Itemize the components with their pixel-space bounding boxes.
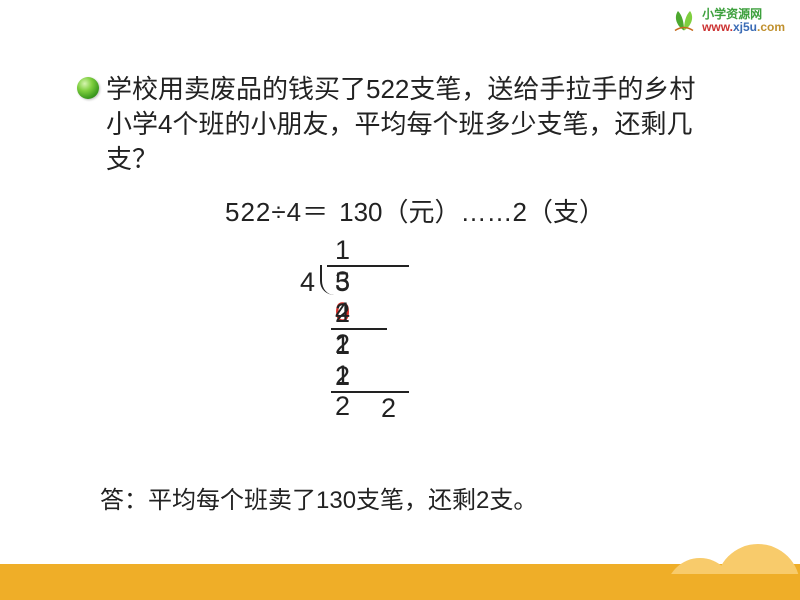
problem-text: 学校用卖废品的钱买了522支笔，送给手拉手的乡村小学4个班的小朋友，平均每个班多… [106, 72, 706, 177]
footer-bar [0, 564, 800, 600]
leaf-icon [669, 9, 699, 34]
equation-rhs: 130（元）……2（支） [339, 192, 605, 229]
remainder: 2 [381, 393, 396, 424]
bullet-icon [77, 77, 99, 99]
equation: 522÷4＝ 130（元）……2（支） [225, 192, 605, 229]
logo-text: 小学资源网 www.xj5u.com [702, 8, 785, 34]
line2 [331, 391, 409, 393]
equation-lhs: 522÷4＝ [225, 192, 329, 229]
logo-url: www.xj5u.com [702, 21, 785, 34]
answer-text: 答：平均每个班卖了130支笔，还剩2支。 [100, 480, 537, 515]
site-logo: 小学资源网 www.xj5u.com [669, 8, 785, 34]
step1-sub: 4 [335, 297, 359, 328]
divisor: 4 [300, 267, 315, 298]
